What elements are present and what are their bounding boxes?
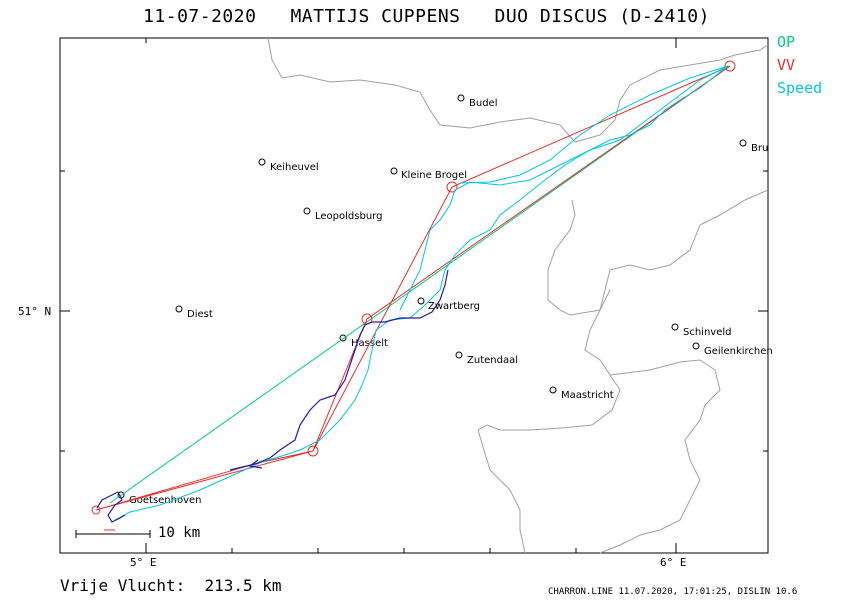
town-marker-zwartberg <box>417 297 425 305</box>
scale-label: 10 km <box>158 525 201 541</box>
climb-track <box>96 269 449 523</box>
town-label-zutendaal: Zutendaal <box>467 355 518 366</box>
lat-label: 51° N <box>18 305 51 318</box>
town-label-goetsenhoven: Goetsenhoven <box>129 495 202 506</box>
op-line <box>109 65 731 504</box>
town-label-zwartberg: Zwartberg <box>428 301 480 312</box>
distance-summary: Vrije Vlucht: 213.5 km <box>60 576 282 595</box>
town-marker-maastricht <box>549 386 557 394</box>
country-borders <box>267 37 769 554</box>
task-route <box>95 65 731 531</box>
town-label-budel: Budel <box>469 98 497 109</box>
turnpoint-marker <box>724 60 736 72</box>
town-marker-kleine-brogel <box>390 167 398 175</box>
scale-bar <box>75 530 151 538</box>
speed-track <box>114 65 729 521</box>
turnpoint-marker <box>446 181 458 193</box>
chart-title: 11-07-2020 MATTIJS CUPPENS DUO DISCUS (D… <box>143 6 710 27</box>
town-label-keiheuvel: Keiheuvel <box>270 162 319 173</box>
lon-label-6: 6° E <box>660 556 687 569</box>
town-marker-diest <box>175 305 183 313</box>
town-label-leopoldsburg: Leopoldsburg <box>315 211 382 222</box>
town-label-bru: Bru <box>751 143 768 154</box>
town-label-geilenkirchen: Geilenkirchen <box>704 346 773 357</box>
town-markers <box>117 94 747 499</box>
town-marker-keiheuvel <box>258 158 266 166</box>
town-label-kleine-brogel: Kleine Brogel <box>401 170 467 181</box>
legend-speed: Speed <box>777 79 823 97</box>
town-label-diest: Diest <box>187 309 213 320</box>
town-label-schinveld: Schinveld <box>683 327 732 338</box>
town-marker-budel <box>457 94 465 102</box>
town-marker-schinveld <box>671 323 679 331</box>
town-marker-bru <box>739 139 747 147</box>
town-marker-zutendaal <box>455 351 463 359</box>
footer-text: CHARRON.LINE 11.07.2020, 17:01:25, DISLI… <box>548 587 798 597</box>
town-label-maastricht: Maastricht <box>561 390 614 401</box>
axis-ticks <box>60 38 768 553</box>
map-frame <box>59 37 769 554</box>
legend-vv: VV <box>777 56 796 74</box>
turnpoint-marker <box>91 505 101 515</box>
lon-label-5: 5° E <box>130 556 157 569</box>
town-marker-leopoldsburg <box>303 207 311 215</box>
turnpoint-marker <box>307 445 319 457</box>
turnpoint-markers <box>91 60 736 515</box>
legend-op: OP <box>777 33 796 51</box>
town-marker-geilenkirchen <box>692 342 700 350</box>
